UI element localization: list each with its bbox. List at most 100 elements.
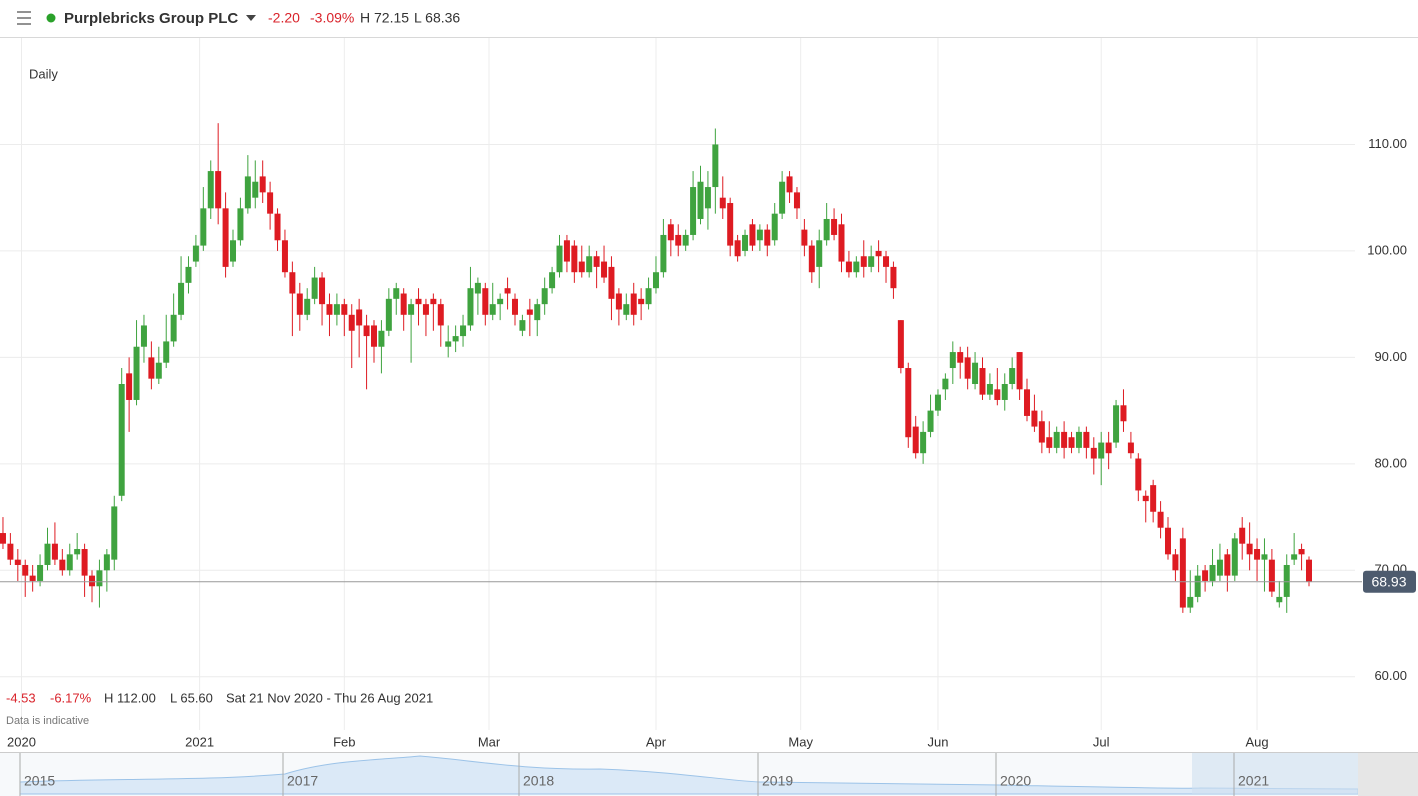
candle-body [274, 213, 281, 241]
header-change: -2.20 [268, 10, 300, 26]
candle-body [704, 187, 711, 209]
candle-body [408, 304, 415, 315]
candle-body [808, 245, 815, 273]
range-change-pct: -6.17% [50, 690, 92, 705]
candle-body [860, 256, 867, 267]
navigator-year: 2021 [1238, 773, 1269, 789]
candle-body [883, 256, 890, 267]
candle-body [244, 176, 251, 209]
candle-body [207, 171, 214, 209]
x-tick-label: May [788, 734, 813, 749]
range-high: H 112.00 [104, 690, 156, 705]
candle-body [549, 272, 556, 289]
candle-body [742, 234, 749, 251]
candle-body [920, 431, 927, 454]
candle-body [74, 549, 81, 555]
candle-body [645, 288, 652, 305]
candle-body [994, 389, 1001, 400]
candle-body [942, 378, 949, 390]
candle-body [126, 373, 133, 400]
candle-body [504, 288, 511, 294]
candle-body [793, 192, 800, 209]
header-low: L 68.36 [414, 10, 460, 26]
menu-icon[interactable] [17, 11, 31, 25]
candle-body [304, 298, 311, 315]
candle-body [289, 272, 296, 294]
x-tick-label: 2021 [185, 734, 214, 749]
candle-body [1157, 511, 1164, 528]
candle-body [1090, 447, 1097, 459]
candle-body [467, 288, 474, 326]
candle-body [667, 224, 674, 241]
candle-body [690, 187, 697, 235]
candle-body [370, 325, 377, 347]
candle-body [267, 192, 274, 214]
candle-body [237, 208, 244, 241]
candle-body [1231, 538, 1238, 576]
candle-body [897, 320, 904, 369]
candle-body [385, 298, 392, 331]
candle-body [927, 410, 934, 432]
candle-body [51, 543, 58, 560]
instrument-title[interactable]: Purplebricks Group PLC [64, 10, 238, 27]
candle-body [712, 144, 719, 188]
candle-body [1061, 431, 1068, 448]
last-price-label: 68.93 [1371, 573, 1406, 589]
candle-body [764, 229, 771, 246]
candle-body [118, 384, 125, 496]
range-change: -4.53 [6, 690, 36, 705]
candle-body [660, 234, 667, 273]
candle-body [1068, 437, 1075, 448]
grid [0, 38, 1355, 730]
candle-body [979, 368, 986, 395]
candle-body [393, 288, 400, 299]
candle-body [89, 575, 96, 587]
candle-body [348, 314, 355, 331]
x-tick-label: Mar [478, 734, 501, 749]
candle-body [178, 282, 185, 315]
candle-body [1298, 549, 1305, 555]
candle-body [1127, 442, 1134, 454]
dropdown-arrow[interactable] [246, 15, 256, 21]
candle-body [437, 304, 444, 326]
candle-body [652, 272, 659, 289]
candle-body [333, 304, 340, 315]
navigator[interactable] [0, 752, 1418, 796]
navigator-year: 2020 [1000, 773, 1031, 789]
candle-body [103, 554, 110, 571]
candle-body [170, 314, 177, 342]
range-low: L 65.60 [170, 690, 213, 705]
candle-body [972, 362, 979, 384]
candle-body [155, 362, 162, 379]
candle-body [519, 320, 526, 331]
candle-body [853, 261, 860, 273]
candle-body [1216, 559, 1223, 576]
candle-body [1224, 554, 1231, 576]
navigator-years: 2015 2017 2018 2019 2020 2021 [19, 753, 1269, 796]
candle-body [934, 394, 941, 411]
candle-body [949, 352, 956, 369]
candle-body [1009, 368, 1016, 384]
candle-body [1053, 431, 1060, 448]
data-note: Data is indicative [6, 715, 89, 727]
candle-body [875, 250, 882, 257]
candle-body [200, 208, 207, 246]
last-price-box [1363, 570, 1416, 593]
candle-body [311, 277, 318, 299]
candle-body [816, 240, 823, 267]
candle-body [1165, 527, 1172, 555]
candle-body [1194, 575, 1201, 597]
candle-body [252, 181, 259, 198]
candle-body [912, 426, 919, 454]
x-tick-label: Jul [1093, 734, 1110, 749]
candle-body [1120, 405, 1127, 422]
candle-body [66, 554, 73, 571]
candle-body [1172, 554, 1179, 571]
candle-body [638, 298, 645, 305]
candle-body [779, 181, 786, 214]
candle-body [1113, 405, 1120, 443]
candle-body [1202, 570, 1209, 581]
candle-body [727, 203, 734, 246]
candle-body [957, 352, 964, 363]
